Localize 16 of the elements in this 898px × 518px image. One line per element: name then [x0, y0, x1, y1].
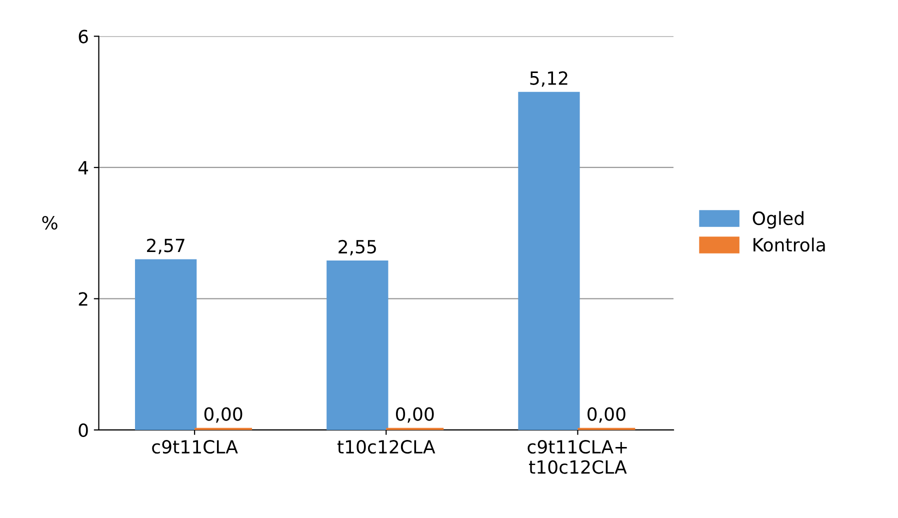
- legend-label: Kontrola: [754, 238, 825, 252]
- data-label: 5,12: [530, 71, 568, 87]
- legend-label: Ogled: [752, 211, 804, 229]
- x-tick-label: c9t11CLA+ t10c12CLA: [528, 440, 627, 474]
- y-tick-label: 6: [78, 30, 88, 44]
- data-label: 0,00: [588, 407, 626, 423]
- y-axis-title: %: [42, 216, 58, 230]
- data-label: 0,00: [396, 407, 434, 423]
- data-label: 2,55: [338, 240, 376, 256]
- data-label: 0,00: [204, 407, 242, 423]
- x-tick-label: c9t11CLA: [152, 440, 238, 454]
- y-tick-label: 2: [78, 292, 88, 306]
- y-tick-label: 4: [78, 161, 88, 174]
- data-label: 2,57: [147, 238, 184, 254]
- x-tick-label: t10c12CLA: [337, 440, 436, 454]
- y-tick-label: 0: [78, 423, 88, 438]
